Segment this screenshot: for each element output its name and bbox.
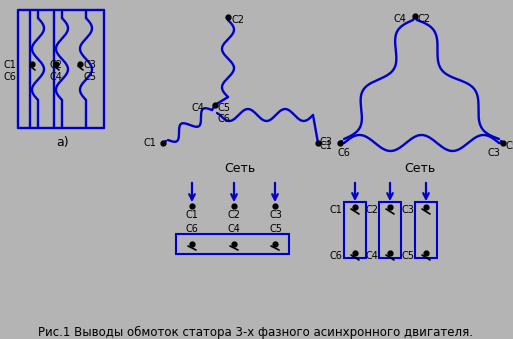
Text: C5: C5 (505, 141, 513, 151)
Text: C3: C3 (487, 148, 500, 158)
Text: C5: C5 (84, 72, 97, 82)
Text: C4: C4 (49, 72, 62, 82)
Text: C4: C4 (393, 14, 406, 24)
Text: C1: C1 (320, 141, 333, 151)
Bar (415, 202, 437, 258)
Text: C1: C1 (143, 138, 156, 148)
Text: C2: C2 (365, 205, 378, 215)
Text: C3: C3 (84, 60, 97, 70)
Text: Сеть: Сеть (404, 162, 436, 175)
Text: C2: C2 (228, 210, 241, 220)
Text: C1: C1 (186, 210, 199, 220)
Text: C6: C6 (330, 251, 343, 261)
Text: C6: C6 (4, 72, 17, 82)
Text: C2: C2 (49, 60, 62, 70)
Text: C4: C4 (365, 251, 378, 261)
Text: C4: C4 (191, 103, 204, 113)
Bar (176, 234, 289, 254)
Text: C6: C6 (218, 114, 231, 124)
Text: C1: C1 (4, 60, 17, 70)
Text: C3: C3 (320, 137, 333, 147)
Text: Рис.1 Выводы обмоток статора 3-х фазного асинхронного двигателя.: Рис.1 Выводы обмоток статора 3-х фазного… (38, 326, 473, 339)
Text: C5: C5 (218, 103, 231, 113)
Text: а): а) (57, 136, 69, 149)
Text: C2: C2 (231, 15, 244, 25)
Bar (344, 202, 366, 258)
Text: C5: C5 (401, 251, 414, 261)
Text: C2: C2 (418, 14, 431, 24)
Text: C1: C1 (330, 205, 343, 215)
Text: Сеть: Сеть (224, 162, 255, 175)
Text: C5: C5 (269, 224, 282, 234)
Text: C6: C6 (338, 148, 351, 158)
Text: C6: C6 (186, 224, 199, 234)
Text: C4: C4 (228, 224, 241, 234)
Bar (379, 202, 401, 258)
Text: C3: C3 (269, 210, 282, 220)
Text: C3: C3 (401, 205, 414, 215)
